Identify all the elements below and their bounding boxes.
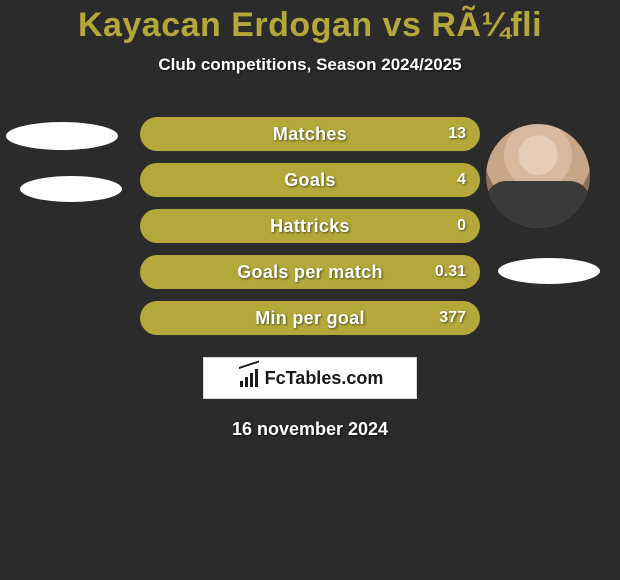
page-title: Kayacan Erdogan vs RÃ¼fli xyxy=(0,6,620,45)
stat-label: Matches xyxy=(273,124,347,145)
bar-chart-icon xyxy=(237,369,259,387)
stat-label: Goals xyxy=(284,170,336,191)
stat-right-value: 0.31 xyxy=(435,263,466,281)
stat-label: Goals per match xyxy=(237,262,383,283)
left-player-placeholder-2 xyxy=(20,176,122,202)
snapshot-date: 16 november 2024 xyxy=(0,419,620,440)
brand-badge[interactable]: FcTables.com xyxy=(203,357,417,399)
stat-bar-matches: Matches 13 xyxy=(140,117,480,151)
stat-right-value: 4 xyxy=(457,171,466,189)
stat-label: Min per goal xyxy=(255,308,365,329)
brand-label: FcTables.com xyxy=(265,368,384,389)
left-player-placeholder-1 xyxy=(6,122,118,150)
stat-bar-hattricks: Hattricks 0 xyxy=(140,209,480,243)
stat-right-value: 377 xyxy=(439,309,466,327)
stat-right-value: 13 xyxy=(448,125,466,143)
stat-right-value: 0 xyxy=(457,217,466,235)
stat-bar-goals-per-match: Goals per match 0.31 xyxy=(140,255,480,289)
stat-label: Hattricks xyxy=(270,216,350,237)
right-player-avatar xyxy=(486,124,590,228)
subtitle: Club competitions, Season 2024/2025 xyxy=(0,55,620,75)
stats-bars: Matches 13 Goals 4 Hattricks 0 Goals per… xyxy=(140,117,480,335)
right-player-placeholder xyxy=(498,258,600,284)
stat-bar-goals: Goals 4 xyxy=(140,163,480,197)
stat-bar-min-per-goal: Min per goal 377 xyxy=(140,301,480,335)
comparison-card: Kayacan Erdogan vs RÃ¼fli Club competiti… xyxy=(0,0,620,440)
